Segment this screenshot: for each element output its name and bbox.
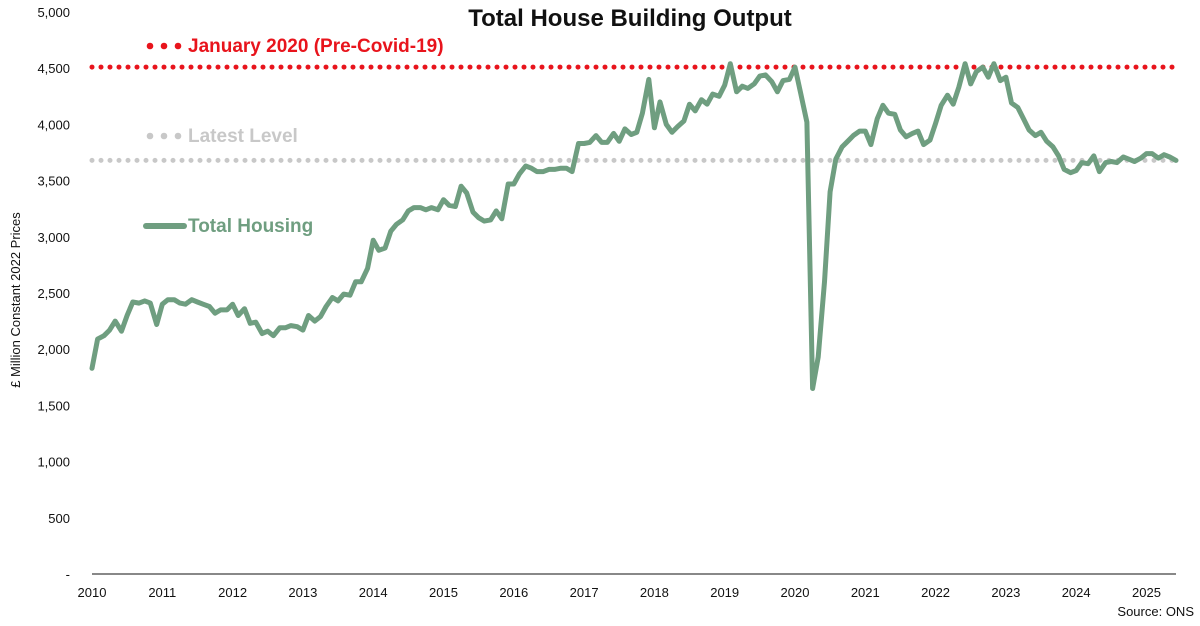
series-line-total-housing	[89, 61, 1179, 391]
x-tick-label: 2019	[710, 585, 739, 600]
legend-grey-dot	[160, 132, 168, 140]
legend: January 2020 (Pre-Covid-19) Latest Level…	[143, 36, 444, 237]
source-note: Source: ONS	[1117, 604, 1194, 619]
y-tick-label: 5,000	[37, 5, 70, 20]
y-tick-label: 2,500	[37, 286, 70, 301]
x-tick-label: 2022	[921, 585, 950, 600]
x-tick-labels: 2010 2011 2012 2013 2014 2015 2016 2017 2018 2019…	[78, 585, 1161, 600]
x-tick-label: 2014	[359, 585, 388, 600]
y-tick-label: 3,000	[37, 230, 70, 245]
x-tick-label: 2013	[288, 585, 317, 600]
x-tick-label: 2017	[570, 585, 599, 600]
x-tick-label: 2024	[1062, 585, 1091, 600]
x-tick-label: 2015	[429, 585, 458, 600]
x-tick-label: 2023	[991, 585, 1020, 600]
x-tick-label: 2018	[640, 585, 669, 600]
legend-grey-dot	[174, 132, 182, 140]
y-tick-label: -	[66, 567, 70, 582]
legend-label-total-housing: Total Housing	[188, 216, 313, 237]
legend-label-january-2020: January 2020 (Pre-Covid-19)	[188, 36, 444, 57]
legend-item-latest-level: Latest Level	[146, 126, 298, 147]
legend-red-dot	[160, 42, 168, 50]
axes: - 500 1,000 1,500 2,000 2,500 3,000 3,500 4,000 4…	[37, 5, 1176, 600]
chart-title: Total House Building Output	[468, 5, 792, 32]
legend-red-dots	[146, 42, 182, 50]
y-tick-label: 1,500	[37, 398, 70, 413]
y-axis-label: £ Million Constant 2022 Prices	[8, 212, 23, 388]
legend-grey-dot	[146, 132, 154, 140]
x-tick-label: 2012	[218, 585, 247, 600]
legend-label-latest-level: Latest Level	[188, 126, 298, 147]
legend-item-total-housing: Total Housing	[143, 216, 313, 237]
legend-item-january-2020: January 2020 (Pre-Covid-19)	[146, 36, 444, 57]
legend-red-dot	[146, 42, 154, 50]
y-tick-label: 2,000	[37, 342, 70, 357]
legend-grey-dots	[146, 132, 182, 140]
y-tick-label: 4,000	[37, 117, 70, 132]
x-tick-label: 2011	[148, 585, 176, 600]
reference-lines	[89, 64, 1179, 163]
legend-red-dot	[174, 42, 182, 50]
y-tick-label: 1,000	[37, 455, 70, 470]
y-tick-label: 4,500	[37, 61, 70, 76]
y-tick-labels: - 500 1,000 1,500 2,000 2,500 3,000 3,500 4,000 4…	[37, 5, 70, 582]
x-tick-label: 2010	[78, 585, 107, 600]
x-tick-label: 2025	[1132, 585, 1161, 600]
x-tick-label: 2021	[851, 585, 880, 600]
series-lines	[89, 61, 1179, 391]
x-tick-label: 2016	[499, 585, 528, 600]
x-tick-label: 2020	[781, 585, 810, 600]
y-tick-label: 500	[48, 511, 70, 526]
y-tick-label: 3,500	[37, 174, 70, 189]
